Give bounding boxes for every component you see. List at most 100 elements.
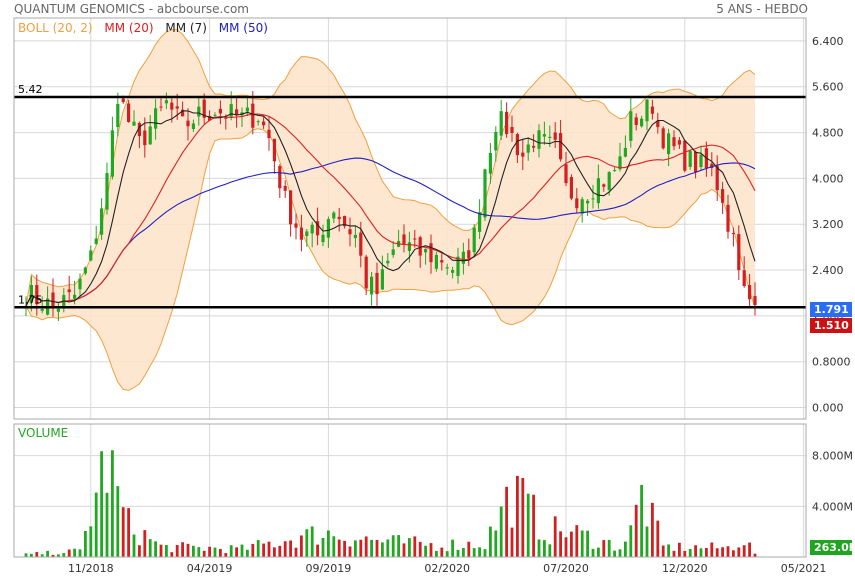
candle-body (191, 123, 195, 130)
volume-bar (440, 547, 444, 557)
candle-body (67, 289, 71, 293)
volume-bar (67, 549, 71, 557)
candle-body (613, 170, 617, 172)
volume-bar (494, 530, 498, 557)
candle-body (29, 284, 33, 303)
candle-body (175, 106, 179, 109)
volume-bar (478, 547, 481, 557)
volume-bar (483, 549, 487, 557)
volume-bar (105, 492, 109, 557)
volume-bar (321, 537, 325, 557)
y-tick-label: 0.8000 (812, 356, 851, 369)
volume-bar (310, 526, 314, 557)
candle-body (386, 260, 390, 264)
candle-body (73, 294, 77, 299)
candle-body (726, 204, 730, 232)
volume-bar (661, 545, 665, 557)
candle-body (105, 173, 109, 210)
candle-body (137, 123, 141, 137)
volume-bar (613, 550, 616, 557)
volume-bar (737, 547, 741, 557)
volume-bar (429, 543, 433, 557)
candle-body (575, 198, 579, 209)
candle-body (505, 111, 509, 135)
candle-body (677, 140, 681, 145)
bollinger-band-layer (25, 29, 756, 391)
candle-body (645, 99, 649, 122)
candle-body (510, 126, 514, 133)
volume-bar (327, 530, 330, 557)
volume-bar (553, 516, 557, 557)
candle-body (294, 223, 298, 228)
volume-bar (726, 546, 730, 557)
candle-body (56, 308, 60, 312)
y-tick-label: 0.000 (812, 402, 844, 415)
candle-body (83, 267, 87, 274)
candle-body (110, 130, 114, 177)
candle-body (569, 177, 573, 199)
volume-bar (472, 548, 476, 557)
volume-bar (505, 486, 508, 557)
volume-bar (742, 545, 746, 557)
candle-body (121, 98, 125, 103)
candle-body (100, 208, 104, 235)
volume-bar (186, 543, 190, 557)
candle-body (299, 227, 303, 240)
volume-bar (688, 548, 692, 557)
volume-bar (354, 540, 357, 557)
volume-bar (467, 541, 471, 557)
candle-body (51, 292, 55, 307)
volume-bar (570, 531, 573, 557)
candle-body (402, 234, 406, 245)
candle-body (364, 256, 368, 289)
volume-bar (111, 450, 114, 557)
volume-bar (84, 530, 87, 557)
volume-bar (154, 541, 157, 557)
candle-body (164, 100, 168, 104)
volume-bar (100, 451, 103, 557)
candle-body (332, 212, 336, 219)
volume-bar (602, 540, 606, 557)
volume-bar (559, 531, 562, 557)
candle-body (748, 285, 752, 300)
legend: BOLL (20, 2) MM (20) MM (7) MM (50) (18, 21, 276, 35)
level-label: 1.75 (18, 293, 43, 306)
volume-bar (294, 547, 298, 557)
candle-body (424, 248, 428, 253)
candle-body (326, 219, 330, 238)
last-volume-tag: 263.0K (810, 540, 855, 555)
candle-body (283, 185, 287, 191)
volume-tick-label: 8.000M (812, 450, 853, 463)
volume-bar (699, 548, 703, 557)
volume-bar (219, 548, 222, 557)
volume-bar (418, 541, 422, 557)
candle-body (472, 227, 476, 253)
y-tick-label: 6.400 (812, 35, 844, 48)
x-tick-label: 11/2018 (68, 562, 114, 575)
volume-bar (370, 539, 373, 557)
volume-bar (424, 545, 427, 557)
volume-bars-layer (24, 450, 757, 557)
volume-bar (634, 504, 638, 557)
candle-body (256, 121, 260, 123)
volume-bar (305, 529, 309, 557)
legend-mm7: MM (7) (165, 21, 207, 35)
candle-body (672, 137, 676, 147)
volume-bar (121, 507, 125, 557)
mm7-line (25, 110, 756, 307)
volume-bar (748, 542, 751, 557)
candle-body (251, 103, 255, 128)
candle-body (586, 200, 590, 204)
volume-bar (732, 550, 735, 557)
volume-bar (715, 548, 719, 557)
volume-bar (435, 550, 438, 557)
volume-bar (273, 547, 276, 557)
candle-body (213, 114, 217, 116)
candle-body (737, 234, 741, 271)
volume-bar (607, 539, 611, 557)
volume-bar (300, 535, 303, 557)
volume-bar (94, 492, 98, 557)
x-tick-label: 09/2019 (306, 562, 352, 575)
candle-body (272, 138, 276, 162)
volume-bar (116, 486, 120, 557)
